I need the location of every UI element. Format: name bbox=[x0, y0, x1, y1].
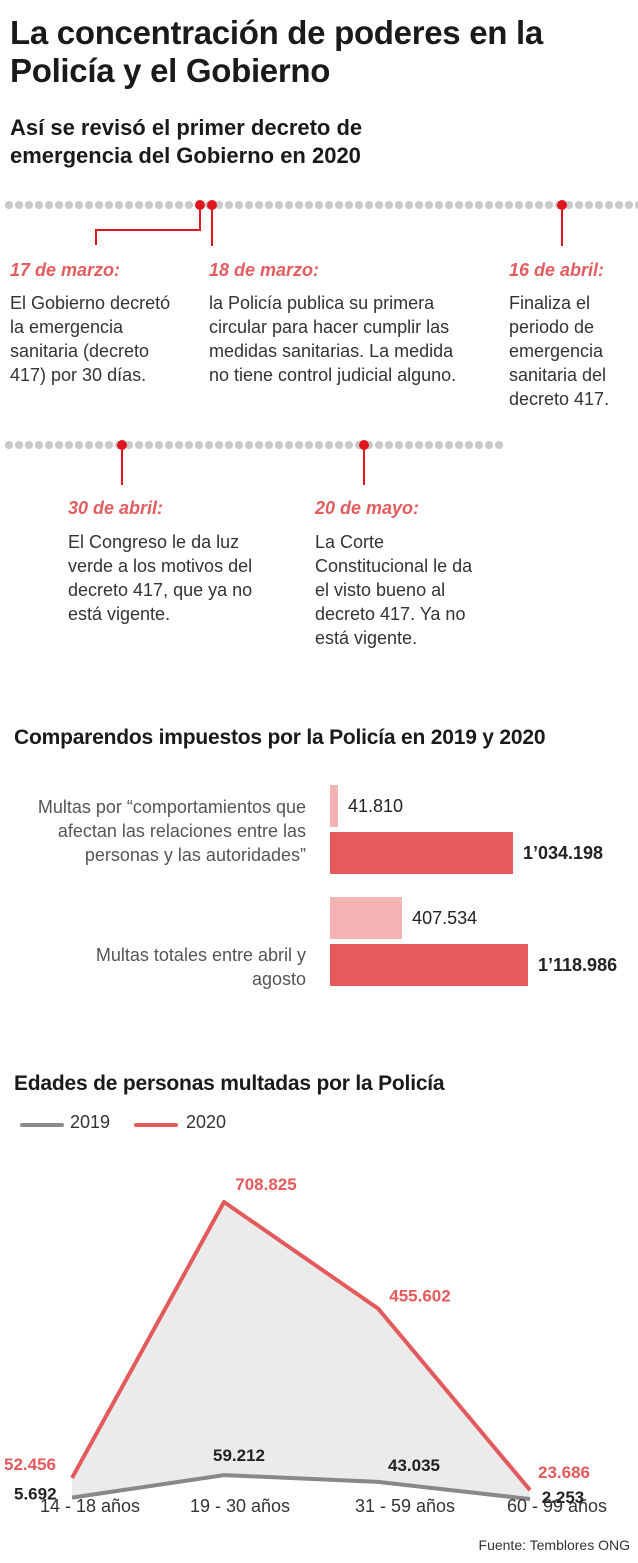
bar-value-label: 407.534 bbox=[412, 908, 478, 928]
timeline-connector bbox=[121, 449, 123, 485]
timeline-connector bbox=[199, 209, 201, 231]
timeline-connector bbox=[95, 229, 201, 231]
data-label-2019: 2.253 bbox=[542, 1488, 585, 1507]
bar-light-0 bbox=[330, 785, 338, 827]
event-text: Finaliza el periodo de emergencia sanita… bbox=[509, 293, 610, 409]
timeline-marker-30-abril bbox=[117, 440, 127, 450]
bar-dark-1 bbox=[330, 944, 528, 986]
bar-value-label: 1’118.986 bbox=[538, 955, 618, 975]
bar-dark-0 bbox=[330, 832, 513, 874]
timeline-marker-20-mayo bbox=[359, 440, 369, 450]
x-axis-tick-label: 60 - 99 años bbox=[507, 1496, 607, 1516]
x-axis-tick-label: 14 - 18 años bbox=[40, 1496, 140, 1516]
line-chart-title: Edades de personas multadas por la Polic… bbox=[14, 1072, 445, 1095]
event-text: la Policía publica su primera circular p… bbox=[209, 293, 457, 385]
bar-light-1 bbox=[330, 897, 403, 939]
data-label-2020: 455.602 bbox=[389, 1286, 450, 1305]
series-line-2020 bbox=[70, 1200, 532, 1492]
x-axis-tick-label: 19 - 30 años bbox=[190, 1496, 290, 1516]
source-note: Fuente: Temblores ONG bbox=[478, 1537, 630, 1553]
timeline-marker-18-marzo bbox=[207, 200, 217, 210]
event-date: 17 de marzo: bbox=[10, 260, 121, 280]
timeline-dotted-track-1 bbox=[4, 200, 638, 210]
bar-chart-title: Comparendos impuestos por la Policía en … bbox=[14, 726, 546, 749]
event-text: El Congreso le da luz verde a los motivo… bbox=[68, 532, 253, 624]
bar-category-label: Multas por “comportamientos que afectan … bbox=[37, 797, 306, 865]
timeline-connector bbox=[211, 209, 213, 246]
timeline-marker-16-abril bbox=[557, 200, 567, 210]
line-chart-plot: 52.456 708.825 455.602 23.686 5.692 59.212 43.… bbox=[4, 1175, 607, 1516]
timeline-dotted-track-2 bbox=[4, 440, 504, 450]
timeline-marker-17-marzo bbox=[195, 200, 205, 210]
event-date: 20 de mayo: bbox=[315, 498, 420, 518]
bar-category-label: Multas totales entre abril y agosto bbox=[95, 945, 306, 989]
bar-value-label: 41.810 bbox=[348, 796, 404, 816]
legend-label-2019: 2019 bbox=[70, 1112, 111, 1132]
data-label-2019: 59.212 bbox=[213, 1446, 265, 1465]
bar-value-label: 1’034.198 bbox=[522, 843, 604, 863]
timeline-connector bbox=[95, 229, 97, 245]
data-label-2020: 708.825 bbox=[235, 1175, 296, 1194]
data-label-2019: 43.035 bbox=[388, 1456, 440, 1475]
legend-label-2020: 2020 bbox=[186, 1112, 227, 1132]
event-text: La Corte Constitucional le da el visto b… bbox=[315, 532, 473, 648]
legend-swatch-2019 bbox=[20, 1123, 64, 1127]
timeline-connector bbox=[561, 209, 563, 246]
event-text: El Gobierno decretó la emergencia sanita… bbox=[10, 293, 171, 385]
page-subtitle: Así se revisó el primer decreto de emerg… bbox=[10, 115, 363, 168]
legend-swatch-2020 bbox=[134, 1123, 178, 1127]
event-date: 18 de marzo: bbox=[209, 260, 320, 280]
data-label-2020: 52.456 bbox=[4, 1455, 56, 1474]
event-date: 16 de abril: bbox=[509, 260, 605, 280]
area-fill-between-series bbox=[72, 1202, 530, 1500]
x-axis-tick-label: 31 - 59 años bbox=[355, 1496, 455, 1516]
event-date: 30 de abril: bbox=[68, 498, 164, 518]
series-line-2019 bbox=[71, 1473, 531, 1502]
data-label-2020: 23.686 bbox=[538, 1463, 590, 1482]
page-title: La concentración de poderes en la Policí… bbox=[10, 14, 543, 89]
data-label-2019: 5.692 bbox=[14, 1485, 57, 1504]
timeline-connector bbox=[363, 449, 365, 485]
